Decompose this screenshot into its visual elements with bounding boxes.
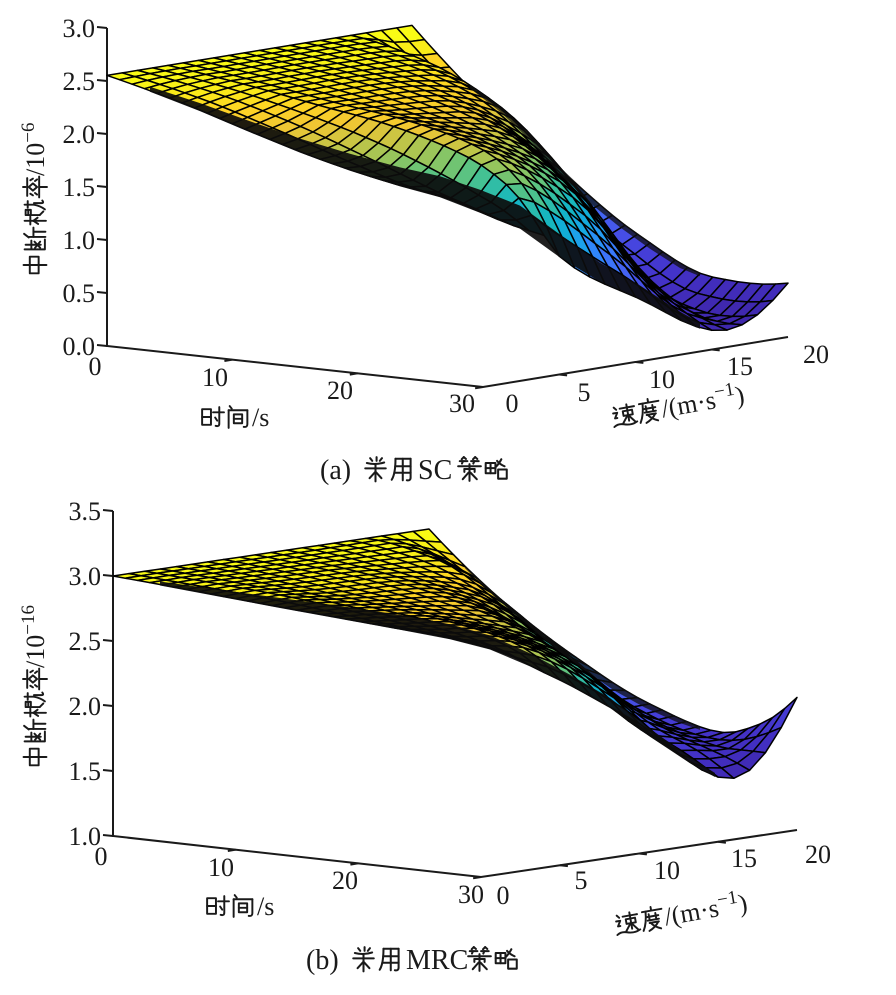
svg-text:1.0: 1.0 bbox=[69, 822, 102, 851]
svg-text:3.0: 3.0 bbox=[63, 14, 96, 43]
svg-text:(b): (b) bbox=[306, 945, 339, 976]
svg-text:30: 30 bbox=[458, 880, 484, 909]
svg-text:10: 10 bbox=[649, 365, 675, 394]
svg-text:0: 0 bbox=[89, 352, 102, 381]
svg-text:10: 10 bbox=[208, 853, 234, 882]
svg-text:(a): (a) bbox=[320, 455, 351, 486]
svg-text:2.5: 2.5 bbox=[69, 627, 102, 656]
svg-text:5: 5 bbox=[575, 866, 588, 895]
svg-text:1.0: 1.0 bbox=[63, 226, 96, 255]
svg-text:10: 10 bbox=[202, 363, 228, 392]
svg-text:2.5: 2.5 bbox=[63, 67, 96, 96]
svg-text:0.0: 0.0 bbox=[63, 332, 96, 361]
svg-text:1.5: 1.5 bbox=[63, 173, 96, 202]
svg-text:0: 0 bbox=[506, 389, 519, 418]
svg-text:20: 20 bbox=[803, 340, 829, 369]
svg-text:/s: /s bbox=[252, 403, 269, 432]
svg-text:5: 5 bbox=[578, 378, 591, 407]
svg-text:0: 0 bbox=[497, 881, 510, 910]
svg-text:20: 20 bbox=[805, 840, 831, 869]
svg-text:0.5: 0.5 bbox=[63, 279, 96, 308]
svg-text:20: 20 bbox=[332, 866, 358, 895]
svg-text:MRC: MRC bbox=[406, 945, 468, 976]
svg-text:15: 15 bbox=[731, 844, 757, 873]
svg-text:SC: SC bbox=[418, 455, 452, 486]
svg-text:30: 30 bbox=[449, 389, 475, 418]
svg-text:15: 15 bbox=[727, 352, 753, 381]
svg-text:0: 0 bbox=[95, 842, 108, 871]
svg-text:/s: /s bbox=[257, 892, 274, 921]
svg-text:10: 10 bbox=[654, 856, 680, 885]
svg-text:3.0: 3.0 bbox=[69, 562, 102, 591]
svg-text:1.5: 1.5 bbox=[69, 757, 102, 786]
svg-text:2.0: 2.0 bbox=[63, 120, 96, 149]
svg-text:2.0: 2.0 bbox=[69, 692, 102, 721]
svg-text:20: 20 bbox=[327, 376, 353, 405]
svg-text:3.5: 3.5 bbox=[69, 497, 102, 526]
